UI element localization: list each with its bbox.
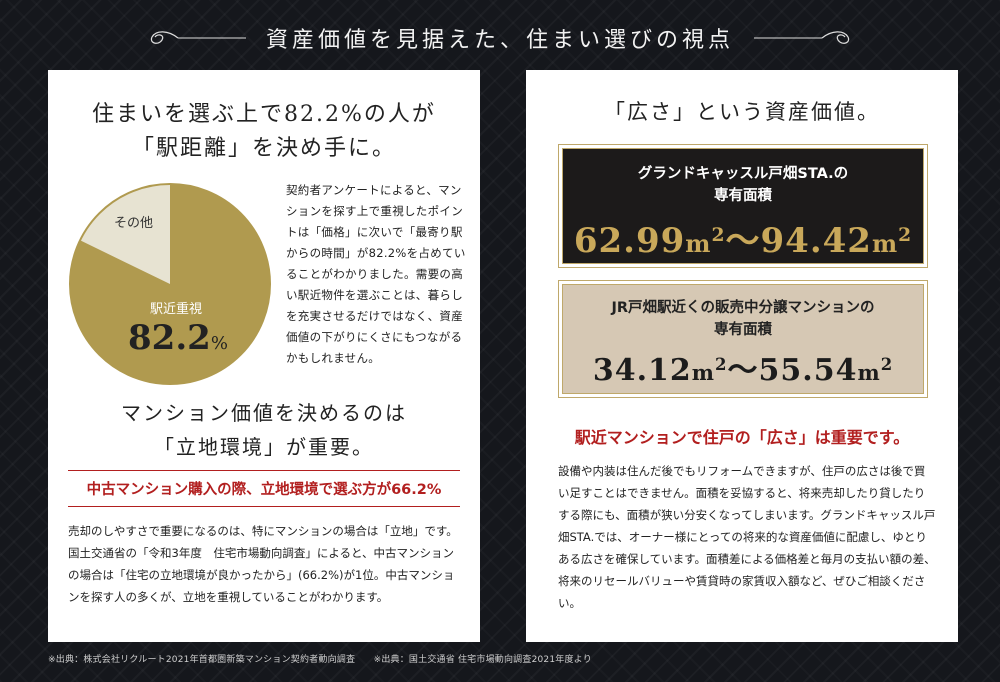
right-flourish-icon — [754, 31, 850, 44]
box2-caption: JR戸畑駅近くの販売中分譲マンションの 専有面積 — [563, 297, 923, 341]
pie-chart — [66, 180, 274, 388]
pie-value-number: 82.2 — [128, 318, 211, 358]
box2-area-range: 34.12m2〜55.54m2 — [563, 345, 923, 389]
pie-value: 82.2% — [128, 318, 228, 358]
box1-area-range: 62.99m2〜94.42m2 — [563, 213, 923, 262]
right-body-text: 設備や内装は住んだ後でもリフォームできますが、住戸の広さは後で買い足すことはでき… — [558, 464, 936, 610]
box2-caption-line2: 専有面積 — [714, 322, 772, 338]
pie-slice-main — [69, 184, 270, 384]
box2-sup-b: 2 — [880, 355, 894, 375]
box2-sup-a: 2 — [715, 355, 728, 375]
box2-sep: 〜 — [727, 353, 759, 388]
right-panel: 「広さ」という資産価値。 グランドキャッスル戸畑STA.の 専有面積 62.99… — [526, 70, 958, 642]
red-rule-top — [68, 470, 460, 471]
left-body-text: 売却のしやすさで重要になるのは、特にマンションの場合は「立地」です。国土交通省の… — [68, 524, 458, 604]
box1-caption: グランドキャッスル戸畑STA.の 専有面積 — [563, 163, 923, 207]
area-box-grand-castle: グランドキャッスル戸畑STA.の 専有面積 62.99m2〜94.42m2 — [562, 148, 924, 264]
pie-label-main: 駅近重視 — [150, 302, 203, 317]
pie-label-other: その他 — [114, 216, 154, 231]
box2-caption-line1: JR戸畑駅近くの販売中分譲マンションの — [611, 300, 875, 316]
red-rule-bottom — [68, 506, 460, 507]
box1-area-to: 94.42 — [760, 221, 872, 261]
box1-sup-b: 2 — [898, 223, 913, 246]
page-title: 資産価値を見据えた、住まい選びの視点 — [265, 28, 734, 53]
left-panel: 住まいを選ぶ上で82.2%の人が 「駅距離」を決め手に。 その他 駅近重視 82… — [48, 70, 480, 642]
box1-unit-b: m — [871, 230, 899, 258]
box1-sup-a: 2 — [711, 223, 726, 246]
left-heading1-line2: 「駅距離」を決め手に。 — [131, 136, 396, 161]
page-header: 資産価値を見据えた、住まい選びの視点 — [0, 18, 1000, 58]
area-box-nearby: JR戸畑駅近くの販売中分譲マンションの 専有面積 34.12m2〜55.54m2 — [562, 284, 924, 394]
box1-area-from: 62.99 — [573, 221, 686, 261]
right-heading: 「広さ」という資産価値。 — [604, 100, 880, 124]
left-flourish-icon — [150, 31, 246, 44]
box1-unit-a: m — [685, 230, 712, 258]
survey-text: 契約者アンケートによると、マンションを探す上で重視したポイントは「価格」に次いで… — [286, 183, 466, 365]
left-heading2-line1: マンション価値を決めるのは — [121, 401, 407, 425]
left-red-heading: 中古マンション購入の際、立地環境で選ぶ方が66.2% — [86, 482, 442, 498]
box1-caption-line1: グランドキャッスル戸畑STA.の — [637, 166, 849, 182]
box2-unit-a: m — [691, 360, 716, 385]
box2-unit-b: m — [857, 360, 881, 385]
right-red-heading: 駅近マンションで住戸の「広さ」は重要です。 — [574, 428, 910, 447]
left-heading1-line1: 住まいを選ぶ上で82.2%の人が — [92, 102, 436, 127]
source-note: ※出典：株式会社リクルート2021年首都圏新築マンション契約者動向調査 ※出典：… — [48, 655, 592, 665]
box1-sep: 〜 — [725, 221, 761, 261]
box1-caption-line2: 専有面積 — [714, 188, 772, 204]
box2-area-from: 34.12 — [592, 353, 692, 388]
pie-value-unit: % — [210, 333, 228, 354]
box2-area-to: 55.54 — [758, 353, 858, 388]
left-heading2-line2: 「立地環境」が重要。 — [154, 435, 374, 459]
